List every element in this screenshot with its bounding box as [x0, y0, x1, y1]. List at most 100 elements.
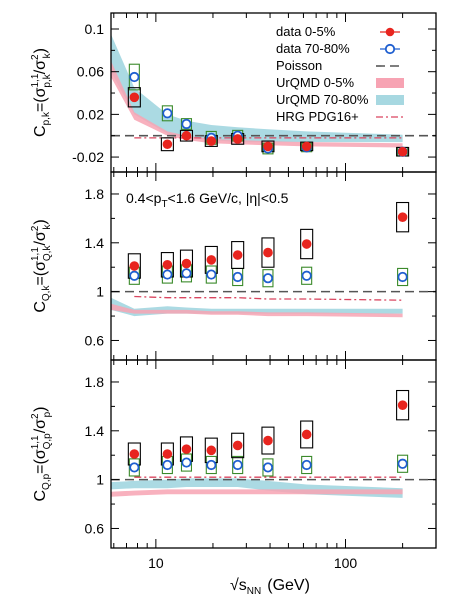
urqmd_central-band-Qk — [111, 303, 403, 318]
sys-box-central-Qp — [396, 389, 410, 421]
y-axis-title-part: ) — [32, 406, 49, 411]
y-tick-label-Qk: 0.6 — [85, 332, 105, 348]
y-tick-label-pk: 0.1 — [85, 21, 105, 37]
point-peripheral-pk — [129, 71, 140, 83]
point-central-pk — [181, 130, 192, 141]
point-peripheral-Qk — [162, 269, 173, 280]
point-central-pk — [397, 146, 408, 157]
point-central-pk — [206, 136, 217, 146]
point-central-Qk — [129, 261, 140, 271]
y-axis-title-part: /σ — [32, 231, 49, 245]
y-axis-title-part: Q,k — [41, 285, 52, 302]
y-axis-title-part: ) — [32, 48, 49, 53]
x-axis: √sNN (GeV) 10 100 — [148, 555, 357, 597]
x-axis-title-unit: (GeV) — [267, 577, 310, 594]
point-central-Qp — [162, 449, 173, 459]
annotation-part: T — [161, 199, 167, 210]
sys-box-central-Qk — [261, 237, 275, 268]
y-tick-label-Qk: 1.8 — [85, 186, 105, 202]
point-central-pk — [263, 141, 273, 152]
point-peripheral-Qp — [162, 459, 173, 471]
y-axis-title-part: 2 — [30, 413, 41, 419]
sys-box-central-pk — [179, 129, 194, 142]
point-central-pk — [232, 134, 243, 144]
x-tick-label: 100 — [334, 555, 358, 571]
point-central-pk — [129, 92, 140, 103]
annotation-Qk: 0.4<pT<1.6 GeV/c, |η|<0.5 — [126, 190, 289, 210]
point-central-pk — [301, 141, 312, 152]
sys-box-central-pk — [160, 137, 174, 152]
y-axis-title-part: p,k — [41, 111, 52, 125]
y-axis-title-part: 2 — [30, 225, 41, 231]
point-peripheral-Qp — [397, 458, 408, 469]
sys-box-central-Qk — [300, 228, 314, 260]
point-central-Qp — [181, 444, 192, 454]
sys-box-central-Qp — [261, 426, 275, 455]
y-tick-label-Qp: 1.4 — [85, 423, 105, 439]
point-central-Qk — [232, 250, 243, 260]
legend-label: UrQMD 70-80% — [276, 92, 369, 107]
urqmd_peripheral-band-Qp — [111, 478, 403, 498]
point-peripheral-Qp — [129, 462, 140, 473]
annotation-part: <1.6 GeV/c, |η|<0.5 — [168, 190, 289, 206]
x-axis-title: √sNN (GeV) — [230, 577, 310, 597]
y-tick-label-Qk: 1 — [96, 284, 104, 300]
point-central-Qk — [263, 247, 273, 258]
sys-box-central-Qp — [231, 432, 245, 459]
point-peripheral-Qk — [397, 271, 408, 283]
y-axis-title-pk: Cp,k=(σ1,1p,k/σ2k) — [30, 48, 53, 137]
point-central-Qp — [263, 435, 273, 446]
point-central-Qp — [206, 445, 217, 456]
y-axis-title-part: 1,1 — [30, 73, 41, 87]
y-axis-title-part: ) — [32, 219, 49, 224]
y-axis-title-part: Q,p — [42, 433, 53, 450]
y-tick-label-pk: -0.02 — [72, 149, 104, 165]
point-peripheral-Qp — [206, 459, 217, 471]
y-axis-title-part: Q,k — [42, 245, 53, 262]
x-tick-label: 10 — [148, 555, 164, 571]
legend: data 0-5% data 70-80% Poisson UrQMD 0-5% UrQ… — [276, 24, 404, 124]
sys-box-central-Qk — [396, 201, 410, 233]
y-axis-title-part: =(σ — [32, 261, 49, 286]
point-peripheral-Qk — [232, 271, 243, 283]
annotation-part: 0.4<p — [126, 190, 162, 206]
point-peripheral-Qk — [206, 269, 217, 280]
point-peripheral-pk — [162, 108, 173, 119]
legend-label: Poisson — [276, 58, 322, 73]
point-central-Qk — [206, 255, 217, 265]
legend-label: UrQMD 0-5% — [276, 75, 354, 90]
point-central-Qp — [232, 440, 243, 451]
y-tick-label-Qp: 1 — [96, 472, 104, 488]
y-tick-label-Qp: 1.8 — [85, 374, 105, 390]
point-peripheral-pk — [181, 118, 192, 130]
legend-marker-urqmd-central — [376, 78, 404, 88]
point-central-Qp — [129, 449, 140, 459]
y-axis-title-part: p,k — [42, 73, 53, 87]
point-peripheral-Qk — [129, 270, 140, 281]
x-axis-title-main: √s — [230, 577, 247, 594]
sys-box-central-Qk — [231, 241, 245, 269]
sys-box-central-Qp — [300, 420, 314, 449]
y-axis-title-part: k — [42, 224, 53, 230]
panel-pk: -0.020.020.060.1Cp,k=(σ1,1p,k/σ2k) — [30, 12, 437, 173]
point-peripheral-Qk — [301, 270, 312, 281]
sys-box-central-pk — [127, 87, 141, 108]
y-axis-title-part: /σ — [32, 419, 49, 433]
y-tick-label-Qk: 1.4 — [85, 235, 105, 251]
legend-label: data 0-5% — [276, 24, 336, 39]
panels-layer: -0.020.020.060.1Cp,k=(σ1,1p,k/σ2k)0.611.… — [30, 12, 437, 549]
point-central-Qk — [181, 258, 192, 269]
y-axis-title-part: Q,p — [41, 473, 52, 490]
panel-frame-Qp — [110, 359, 437, 549]
y-tick-label-Qp: 0.6 — [85, 520, 105, 536]
legend-label: HRG PDG16+ — [276, 109, 359, 124]
panel-Qk: 0.611.41.8CQ,k=(σ1,1Q,k/σ2k)0.4<pT<1.6 G… — [30, 171, 437, 361]
point-peripheral-Qp — [262, 462, 274, 473]
y-axis-title-part: 1,1 — [30, 435, 41, 449]
legend-label: data 70-80% — [276, 41, 350, 56]
panel-Qp: 0.611.41.8CQ,p=(σ1,1Q,p/σ2p) — [30, 359, 437, 549]
point-central-Qk — [162, 259, 173, 270]
y-axis-title-part: p — [42, 411, 53, 417]
y-axis-title-part: k — [42, 52, 53, 58]
